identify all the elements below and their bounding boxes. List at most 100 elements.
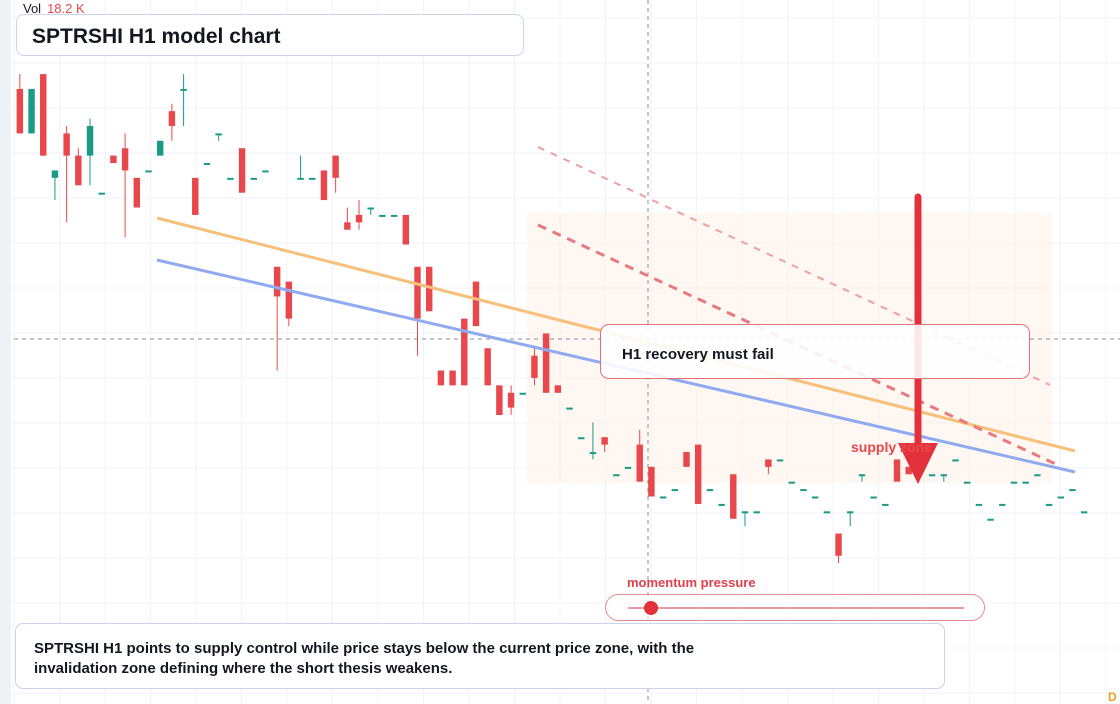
candle bbox=[203, 163, 211, 166]
recovery-callout-text: H1 recovery must fail bbox=[622, 346, 774, 363]
candle bbox=[98, 192, 105, 195]
candle-body bbox=[51, 170, 59, 178]
candle bbox=[683, 452, 690, 467]
candle bbox=[192, 177, 199, 215]
candle-body bbox=[613, 474, 620, 477]
candle bbox=[811, 496, 819, 499]
candle-body bbox=[566, 407, 573, 410]
candle bbox=[589, 422, 597, 460]
candle bbox=[168, 103, 176, 141]
candle-body bbox=[215, 133, 222, 136]
candle bbox=[16, 74, 24, 134]
candle bbox=[730, 474, 737, 519]
candle-body bbox=[999, 503, 1006, 506]
candle bbox=[297, 155, 304, 180]
candle bbox=[823, 511, 831, 514]
candle bbox=[694, 444, 702, 504]
candle bbox=[28, 88, 35, 134]
candle bbox=[624, 466, 632, 469]
candle-body bbox=[928, 474, 936, 477]
candle bbox=[718, 503, 725, 506]
candle-body bbox=[273, 266, 281, 297]
candle-body bbox=[683, 452, 690, 467]
candle bbox=[461, 318, 468, 386]
candle-body bbox=[624, 466, 632, 469]
candle-body bbox=[402, 214, 410, 245]
candle-body bbox=[16, 88, 24, 134]
candle-body bbox=[133, 177, 141, 208]
candle bbox=[344, 207, 351, 230]
candle bbox=[882, 503, 889, 506]
candle-body bbox=[940, 474, 948, 477]
candle bbox=[110, 155, 117, 164]
short-arrow bbox=[898, 193, 938, 484]
chart-title: SPTRSHI H1 model chart bbox=[32, 25, 281, 48]
momentum-dot bbox=[644, 601, 658, 615]
candle-body bbox=[449, 370, 456, 386]
candle-body bbox=[882, 503, 889, 506]
candle bbox=[659, 496, 667, 499]
candle bbox=[484, 348, 491, 386]
candle-body bbox=[730, 474, 737, 519]
candle-body bbox=[63, 133, 70, 156]
candle-body bbox=[320, 170, 328, 201]
candle-body bbox=[753, 511, 760, 514]
candle bbox=[636, 429, 643, 482]
candle bbox=[741, 511, 749, 527]
candle bbox=[800, 489, 807, 492]
candle bbox=[320, 170, 328, 201]
candle bbox=[531, 348, 538, 386]
candle-body bbox=[636, 444, 643, 482]
candle-body bbox=[963, 481, 971, 484]
candle-body bbox=[168, 111, 176, 126]
candle-body bbox=[1010, 481, 1018, 484]
volume-readout: Vol 18.2 K bbox=[23, 1, 85, 16]
candle bbox=[928, 474, 936, 477]
candle-series bbox=[16, 74, 1088, 564]
candle bbox=[519, 392, 526, 395]
candle-body bbox=[542, 333, 550, 393]
candle-body bbox=[975, 503, 983, 506]
candle-body bbox=[367, 207, 374, 210]
candle bbox=[776, 459, 784, 462]
candle-body bbox=[28, 88, 35, 134]
candle-body bbox=[788, 481, 795, 484]
candle bbox=[414, 266, 421, 356]
candle-body bbox=[227, 177, 234, 180]
candle bbox=[273, 266, 281, 371]
candle bbox=[145, 170, 152, 173]
candle bbox=[566, 407, 573, 410]
candle-body bbox=[1080, 511, 1088, 514]
candle-body bbox=[554, 385, 562, 393]
candle-body bbox=[776, 459, 784, 462]
candle-body bbox=[835, 533, 842, 556]
candle-body bbox=[86, 125, 94, 156]
candle bbox=[227, 177, 234, 180]
candle-body bbox=[718, 503, 725, 506]
candle-body bbox=[847, 511, 854, 514]
candle bbox=[1080, 511, 1088, 514]
momentum-gauge bbox=[605, 594, 985, 621]
candle bbox=[390, 214, 398, 217]
candle-body bbox=[601, 437, 608, 445]
candle-body bbox=[425, 266, 433, 312]
candle bbox=[893, 459, 901, 482]
candle bbox=[554, 385, 562, 393]
candle-body bbox=[192, 177, 199, 215]
candle bbox=[1010, 481, 1018, 484]
red-dashed-channel-upper bbox=[537, 146, 1051, 386]
timeframe-badge: D bbox=[1108, 690, 1117, 704]
candle-body bbox=[858, 474, 866, 477]
candle bbox=[952, 459, 959, 462]
candle-body bbox=[75, 155, 82, 186]
candle bbox=[1069, 489, 1076, 492]
candle-body bbox=[496, 385, 503, 415]
candle-body bbox=[355, 214, 363, 223]
candle-body bbox=[145, 170, 152, 173]
candle-body bbox=[507, 392, 515, 408]
candle-body bbox=[823, 511, 831, 514]
candle bbox=[121, 133, 129, 238]
candle bbox=[40, 74, 47, 156]
candle-body bbox=[800, 489, 807, 492]
candle-body bbox=[98, 192, 105, 195]
